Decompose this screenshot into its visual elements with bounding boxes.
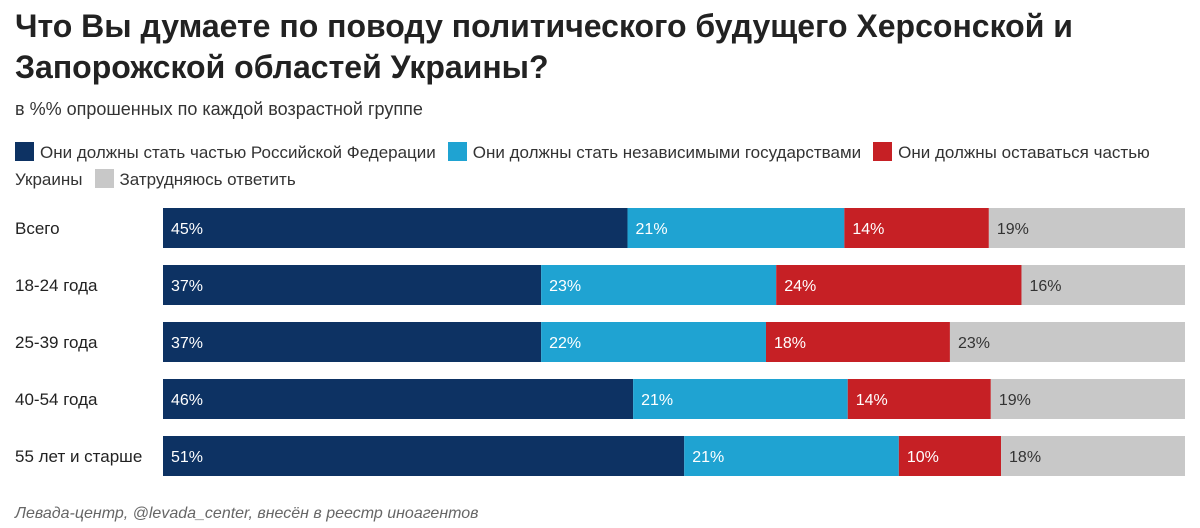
data-label: 45% [171, 221, 203, 238]
data-label: 23% [549, 278, 581, 295]
category-label: 25-39 года [15, 333, 98, 352]
data-label: 16% [1029, 278, 1061, 295]
bar-segment [163, 265, 542, 305]
data-label: 21% [636, 221, 668, 238]
category-label: 40-54 года [15, 390, 98, 409]
bar-segment [990, 379, 1185, 419]
bar-segment [163, 322, 542, 362]
data-label: 37% [171, 335, 203, 352]
data-label: 10% [907, 449, 939, 466]
bar-segment [1021, 265, 1185, 305]
legend-label: Они должны стать частью Российской Федер… [40, 143, 436, 162]
data-label: 51% [171, 449, 203, 466]
bar-segment [633, 379, 848, 419]
legend-swatch [447, 142, 467, 161]
data-label: 46% [171, 392, 203, 409]
data-label: 14% [856, 392, 888, 409]
bar-segment [988, 208, 1185, 248]
legend-swatch [94, 169, 114, 188]
legend-swatch [15, 142, 34, 161]
legend-swatch [873, 142, 893, 161]
bar-segment [844, 208, 989, 248]
chart-title: Что Вы думаете по поводу политического б… [15, 8, 1073, 85]
bar-segment [684, 436, 899, 476]
data-label: 23% [958, 335, 990, 352]
data-label: 21% [641, 392, 673, 409]
data-label: 37% [171, 278, 203, 295]
bar-segment [898, 436, 1002, 476]
data-label: 18% [1009, 449, 1041, 466]
data-label: 18% [774, 335, 806, 352]
legend-item: Они должны стать частью Российской Федер… [15, 142, 436, 162]
data-label: 14% [852, 221, 884, 238]
bar-segment [949, 322, 1185, 362]
bar-segment [163, 436, 685, 476]
legend-item: Затрудняюсь ответить [94, 169, 296, 189]
legend-item: Они должны оставаться частью Украины [15, 142, 1150, 189]
source-credit: Левада-центр, @levada_center, внесён в р… [15, 505, 479, 522]
bar-segment [765, 322, 950, 362]
chart-subtitle: в %% опрошенных по каждой возрастной гру… [15, 99, 423, 119]
bar-segment [163, 379, 634, 419]
data-label: 24% [784, 278, 816, 295]
category-label: Всего [15, 219, 60, 238]
bar-segment [627, 208, 845, 248]
legend: Они должны стать частью Российской Федер… [15, 139, 1185, 193]
legend-item: Они должны стать независимыми государств… [447, 142, 862, 162]
bar-segment [541, 322, 766, 362]
legend-label: Они должны оставаться частью Украины [15, 143, 1150, 189]
data-label: 19% [999, 392, 1031, 409]
legend-label: Затрудняюсь ответить [119, 170, 296, 189]
bar-segment [163, 208, 628, 248]
category-label: 55 лет и старше [15, 447, 142, 466]
bar-segment [847, 379, 991, 419]
stacked-bar-chart: Всего 45% 21% 14% 19% 18-24 года 37% 23% 24% 16% 2… [15, 208, 1185, 476]
data-label: 21% [692, 449, 724, 466]
bar-segment [1001, 436, 1185, 476]
legend-label: Они должны стать независимыми государств… [472, 143, 862, 162]
category-label: 18-24 года [15, 276, 98, 295]
data-label: 19% [997, 221, 1029, 238]
bar-segment [541, 265, 777, 305]
bar-segment [776, 265, 1022, 305]
data-label: 22% [549, 335, 581, 352]
